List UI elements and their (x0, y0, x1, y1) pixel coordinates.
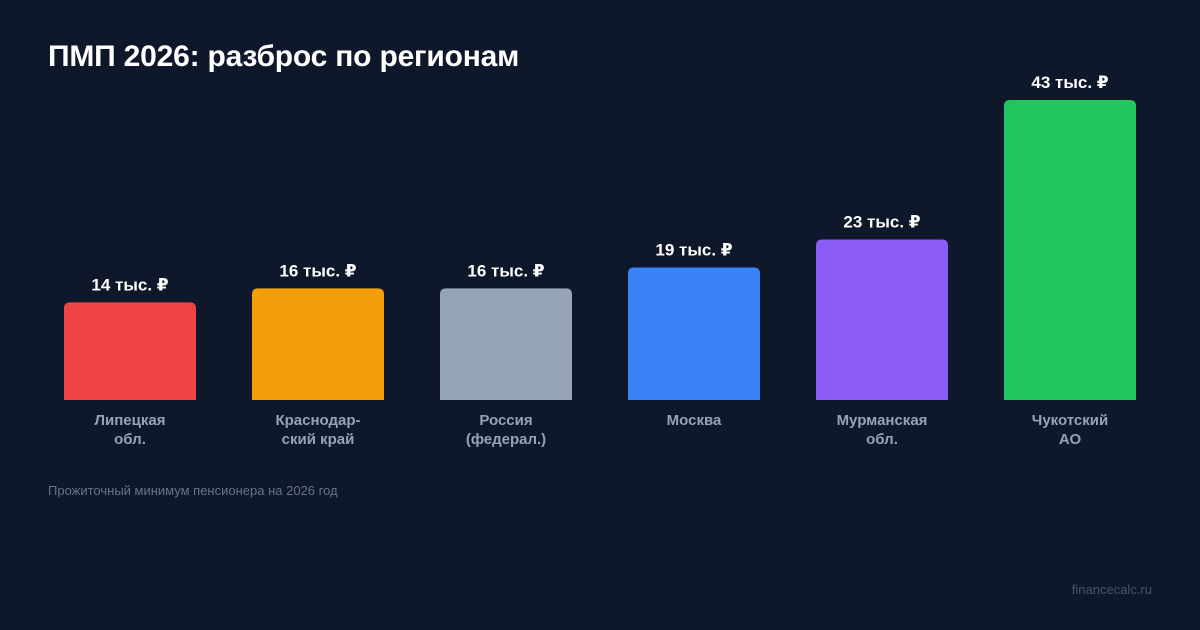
chart-caption: Прожиточный минимум пенсионера на 2026 г… (48, 483, 338, 498)
bar-5 (1004, 100, 1136, 400)
bar-1 (252, 288, 384, 400)
value-label-2: 16 тыс. ₽ (467, 261, 544, 280)
category-label-1: Краснодар-ский край (275, 412, 360, 448)
bar-2 (440, 288, 572, 400)
bar-4 (816, 239, 948, 400)
category-label-4: Мурманская обл. (837, 412, 928, 448)
value-label-4: 23 тыс. ₽ (843, 213, 920, 232)
value-label-3: 19 тыс. ₽ (655, 240, 732, 259)
bar-0 (64, 302, 196, 400)
value-label-0: 14 тыс. ₽ (91, 275, 168, 294)
category-label-5: Чукотский АО (1032, 412, 1108, 448)
value-label-5: 43 тыс. ₽ (1031, 73, 1108, 92)
category-label-2: Россия (федерал.) (466, 412, 546, 448)
category-label-3: Москва (667, 412, 722, 429)
bar-3 (628, 267, 760, 400)
value-label-1: 16 тыс. ₽ (279, 261, 356, 280)
category-label-0: Липецкая обл. (95, 412, 166, 448)
chart-title: ПМП 2026: разброс по регионам (48, 40, 520, 73)
source-label: financecalc.ru (1071, 582, 1152, 597)
